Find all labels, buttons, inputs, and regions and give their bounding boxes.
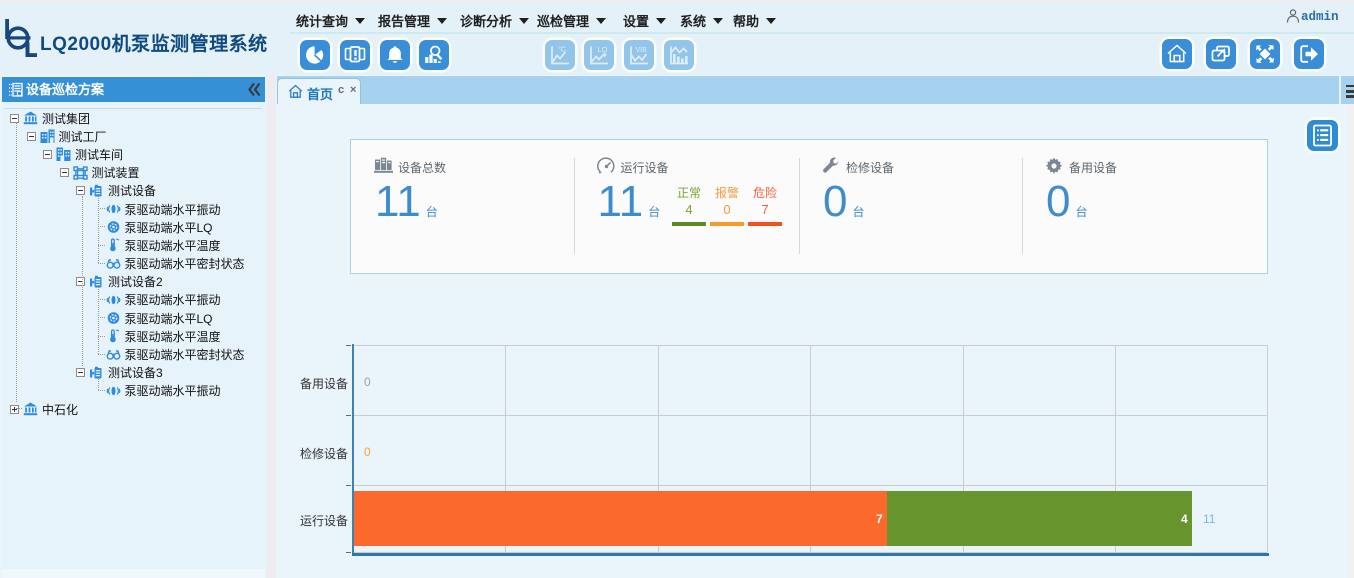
svg-text:LQ: LQ [598,45,608,54]
svg-text:°C: °C [558,46,566,54]
svg-text:VIB: VIB [635,47,647,54]
